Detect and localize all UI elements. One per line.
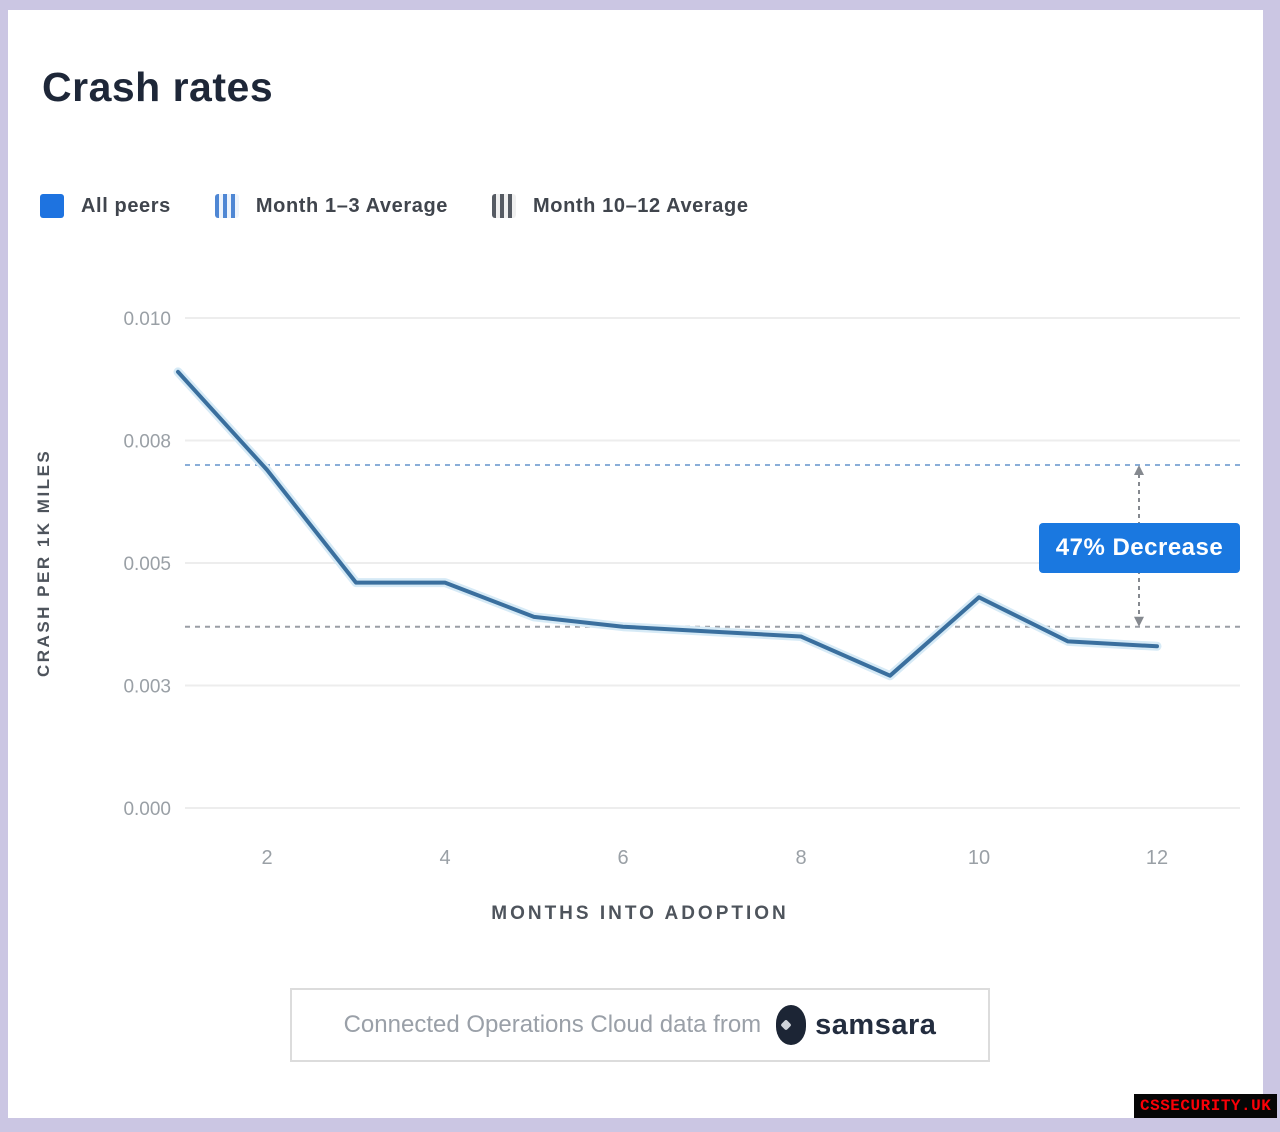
x-axis-label: MONTHS INTO ADOPTION — [491, 903, 789, 924]
month-10-12-stripes-icon — [492, 194, 516, 218]
legend-item-month-10-12-average[interactable]: Month 10–12 Average — [492, 194, 749, 218]
all-peers-swatch-icon — [40, 194, 64, 218]
samsara-wordmark: samsara — [815, 1008, 937, 1041]
legend-label: All peers — [81, 194, 171, 217]
legend-label: Month 1–3 Average — [255, 194, 448, 217]
legend-label: Month 10–12 Average — [533, 194, 749, 217]
month-1-3-stripes-icon — [214, 194, 239, 218]
legend-item-month-1-3-average[interactable]: Month 1–3 Average — [214, 194, 448, 218]
data-source-box: Connected Operations Cloud data from sam… — [290, 988, 990, 1062]
decrease-annotation-badge: 47% Decrease — [1039, 523, 1240, 573]
samsara-brand: samsara — [776, 1005, 936, 1045]
y-axis-label: CRASH PER 1K MILES — [34, 448, 53, 678]
samsara-logo-icon — [776, 1005, 807, 1045]
watermark-badge: CSSECURITY.UK — [1134, 1094, 1278, 1118]
source-text: Connected Operations Cloud data from — [343, 1011, 762, 1038]
page-title: Crash rates — [42, 64, 274, 110]
legend-item-all-peers[interactable]: All peers — [40, 194, 171, 218]
chart-legend: All peers Month 1–3 Average Month 10–12 … — [40, 194, 749, 218]
